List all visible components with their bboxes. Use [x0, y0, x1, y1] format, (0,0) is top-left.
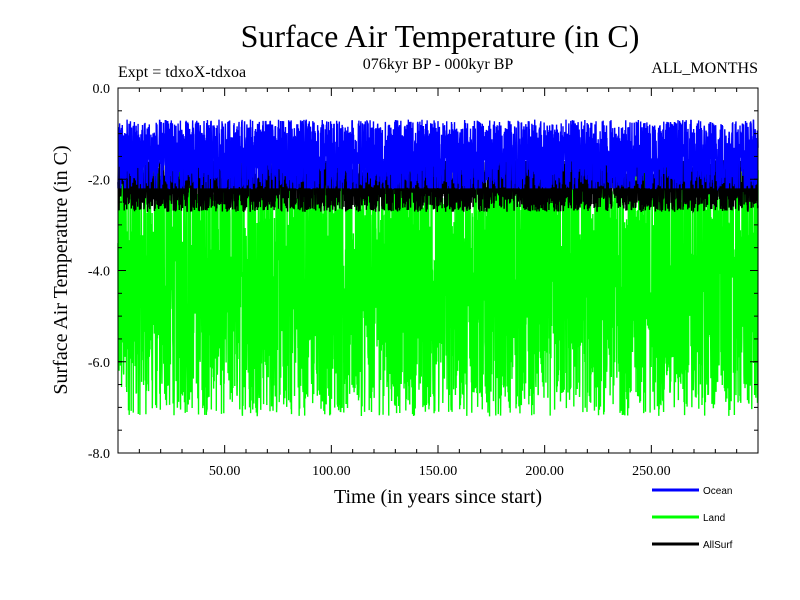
chart-subtitle-left: Expt = tdxoX-tdxoa [118, 64, 246, 81]
x-axis-label: Time (in years since start) [334, 486, 542, 508]
legend-label-land: Land [703, 513, 725, 524]
legend-label-allsurf: AllSurf [703, 540, 733, 551]
y-tick-label: 0.0 [93, 82, 111, 97]
x-tick-label: 100.00 [312, 464, 351, 479]
series-line-ocean [117, 119, 759, 191]
series-layer [117, 119, 759, 417]
y-axis: 0.0 -2.0 -4.0 -6.0 -8.0 [88, 82, 758, 462]
y-tick-label: -4.0 [88, 265, 110, 280]
y-tick-label: -2.0 [88, 173, 110, 188]
x-tick-label: 200.00 [525, 464, 564, 479]
y-tick-label: -6.0 [88, 356, 110, 371]
x-tick-label: 250.00 [632, 464, 671, 479]
legend: Ocean Land AllSurf [652, 486, 733, 551]
chart-title: Surface Air Temperature (in C) [241, 18, 640, 54]
chart-subtitle-right: ALL_MONTHS [651, 60, 758, 77]
x-tick-label: 150.00 [419, 464, 458, 479]
chart-subtitle-center: 076kyr BP - 000kyr BP [363, 56, 514, 73]
y-axis-label: Surface Air Temperature (in C) [50, 145, 72, 394]
x-tick-label: 50.00 [209, 464, 241, 479]
x-axis: 50.00 100.00 150.00 200.00 250.00 [138, 88, 738, 479]
legend-label-ocean: Ocean [703, 486, 732, 497]
y-tick-label: -8.0 [88, 447, 110, 462]
